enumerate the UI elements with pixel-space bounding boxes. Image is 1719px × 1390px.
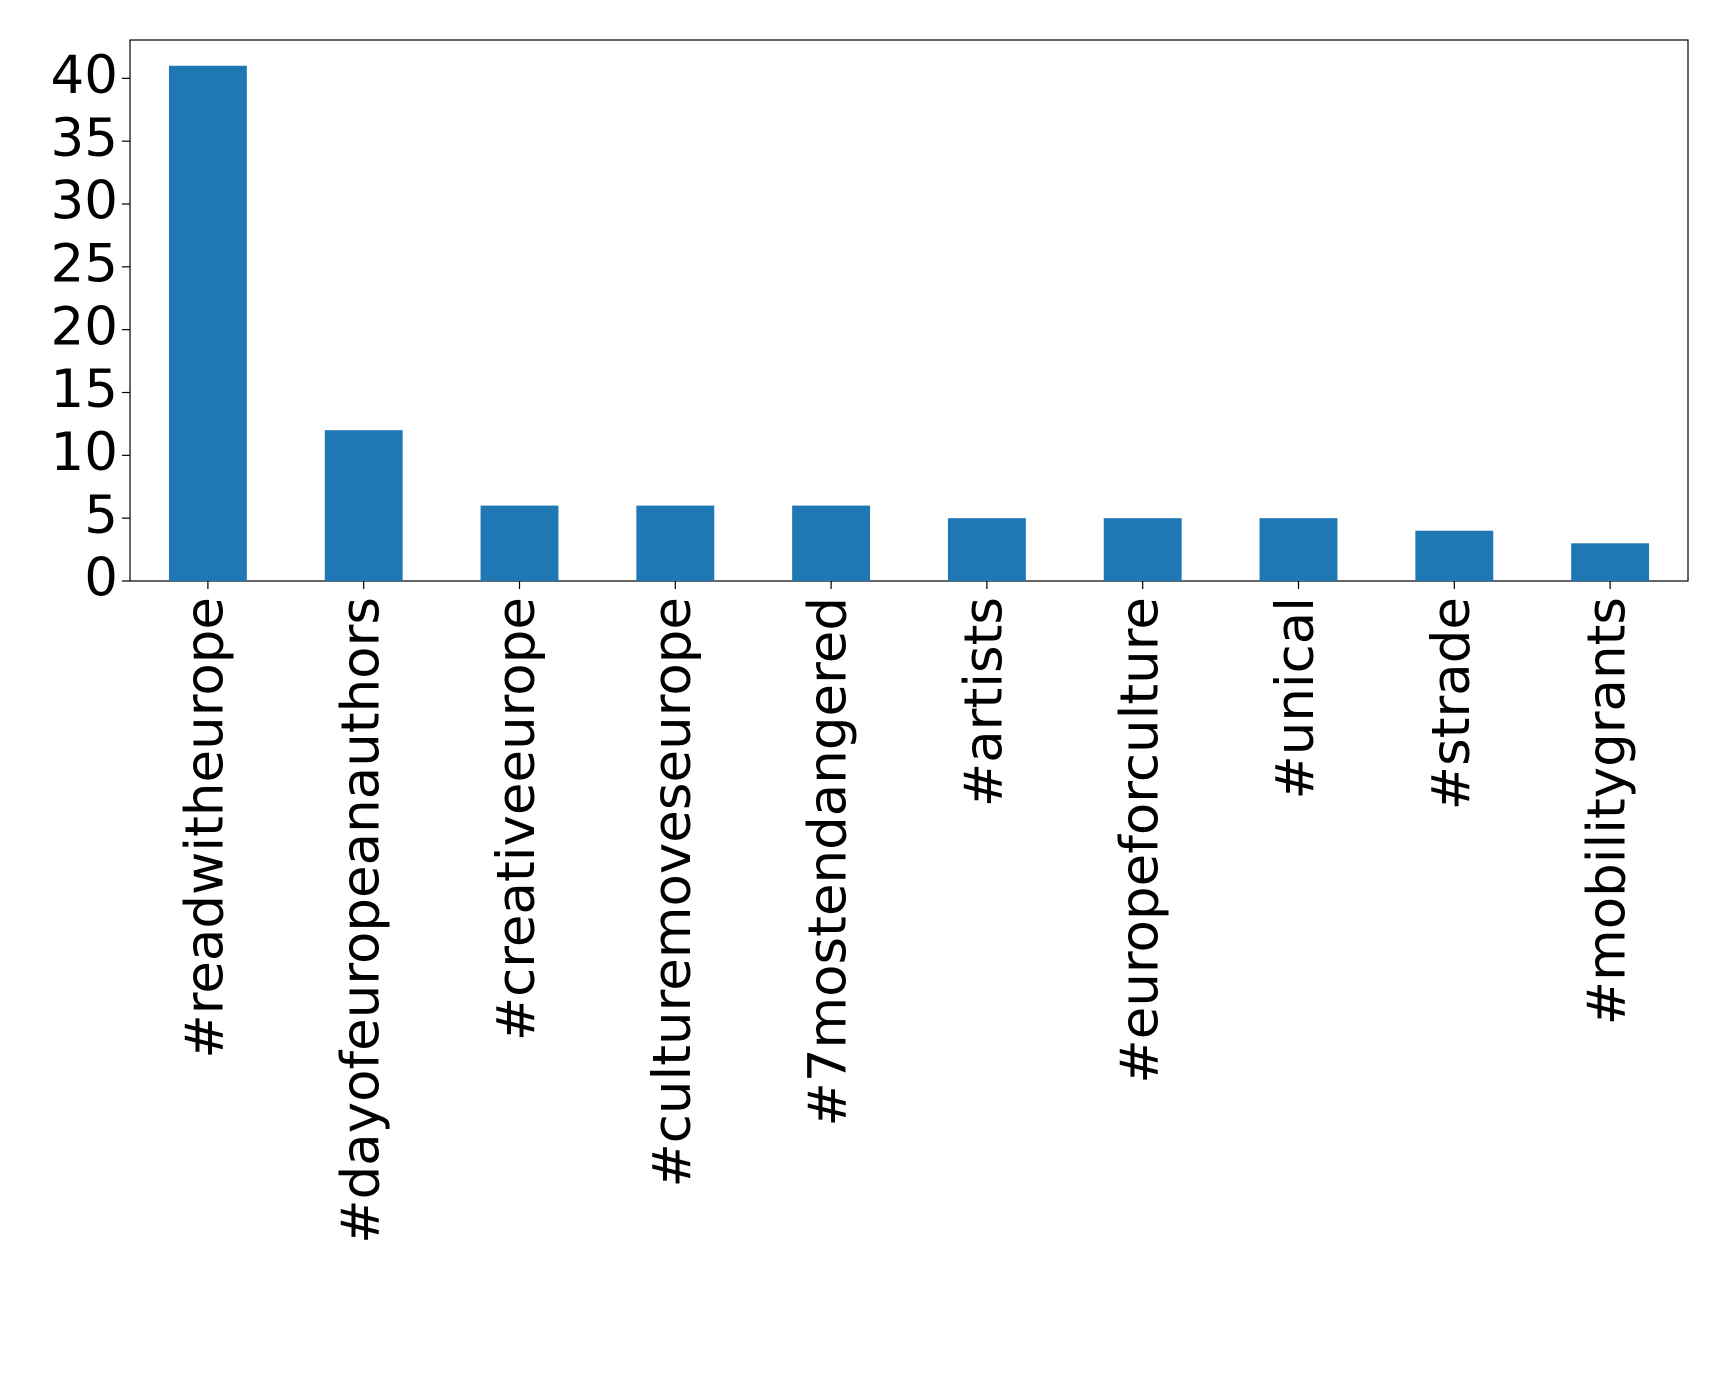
bar (168, 65, 247, 581)
plot-frame (129, 39, 1689, 582)
x-tick-label: #unical (1265, 597, 1326, 800)
x-tick-label: #europeforculture (1109, 597, 1170, 1084)
bar (947, 518, 1026, 581)
x-tick-label: #mobilitygrants (1577, 597, 1638, 1025)
bar (792, 505, 871, 581)
bar (324, 430, 403, 581)
bar (1103, 518, 1182, 581)
bar (480, 505, 559, 581)
x-tick-label: #strade (1421, 597, 1482, 810)
x-tick-label: #artists (954, 597, 1015, 807)
bar (1571, 543, 1650, 581)
x-tick-label: #creativeeurope (486, 597, 547, 1041)
y-tick-label: 25 (51, 233, 118, 294)
y-tick-label: 15 (51, 359, 118, 420)
y-tick-label: 30 (51, 171, 118, 232)
x-tick-label: #dayofeuropeanauthors (330, 597, 391, 1244)
bar (1259, 518, 1338, 581)
y-tick-label: 35 (51, 108, 118, 169)
bar (636, 505, 715, 581)
y-tick-label: 40 (51, 45, 118, 106)
bar (1415, 530, 1494, 581)
y-tick-label: 5 (84, 485, 118, 546)
y-tick-label: 10 (51, 422, 118, 483)
x-tick-label: #readwitheurope (175, 597, 236, 1059)
x-tick-label: #culturemoveseurope (642, 597, 703, 1188)
y-tick-label: 0 (84, 548, 118, 609)
y-tick-label: 20 (51, 296, 118, 357)
x-tick-label: #7mostendangered (798, 597, 859, 1127)
